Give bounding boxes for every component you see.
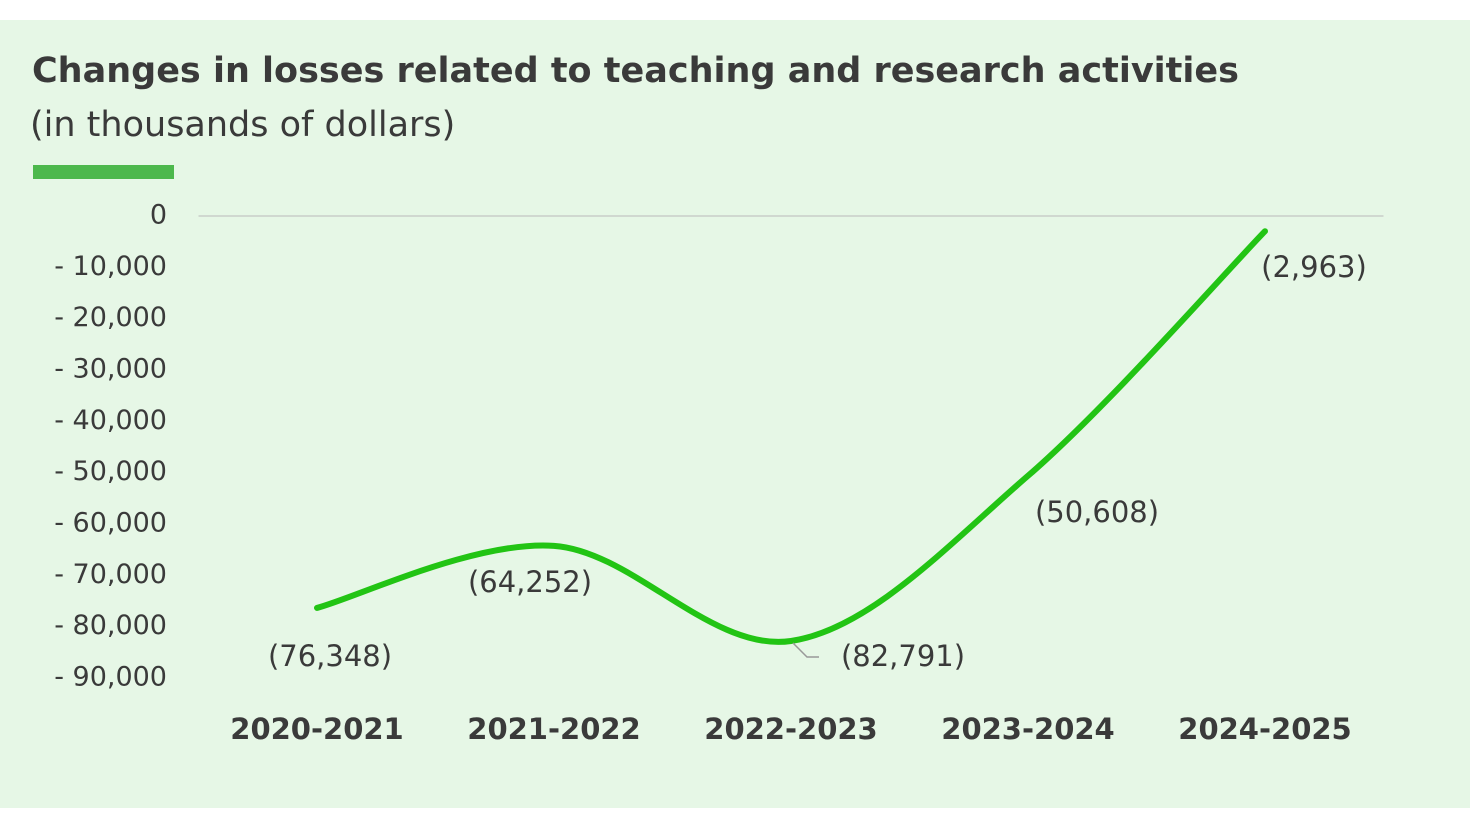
data-label: (76,348) [268, 639, 392, 673]
x-tick-label: 2021-2022 [467, 712, 640, 746]
data-label: (82,791) [841, 639, 965, 673]
x-tick-label: 2022-2023 [704, 712, 877, 746]
data-label: (64,252) [468, 565, 592, 599]
y-tick-label: - 10,000 [54, 251, 167, 282]
y-tick-label: - 50,000 [54, 456, 167, 487]
chart-title: Changes in losses related to teaching an… [32, 51, 1239, 91]
x-tick-label: 2023-2024 [941, 712, 1114, 746]
chart-subtitle: (in thousands of dollars) [30, 105, 455, 145]
y-tick-label: 0 [150, 200, 167, 231]
accent-bar [33, 165, 174, 179]
y-tick-label: - 20,000 [54, 302, 167, 333]
y-tick-label: - 90,000 [54, 662, 167, 693]
data-line [314, 228, 1268, 645]
y-tick-label: - 30,000 [54, 354, 167, 385]
data-label: (50,608) [1035, 495, 1159, 529]
data-label: (2,963) [1261, 250, 1367, 284]
x-tick-label: 2024-2025 [1178, 712, 1351, 746]
y-tick-label: - 80,000 [54, 610, 167, 641]
y-tick-label: - 70,000 [54, 559, 167, 590]
y-tick-label: - 60,000 [54, 508, 167, 539]
y-tick-label: - 40,000 [54, 405, 167, 436]
x-tick-label: 2020-2021 [230, 712, 403, 746]
chart-background [0, 20, 1470, 808]
leader-line [792, 642, 819, 658]
